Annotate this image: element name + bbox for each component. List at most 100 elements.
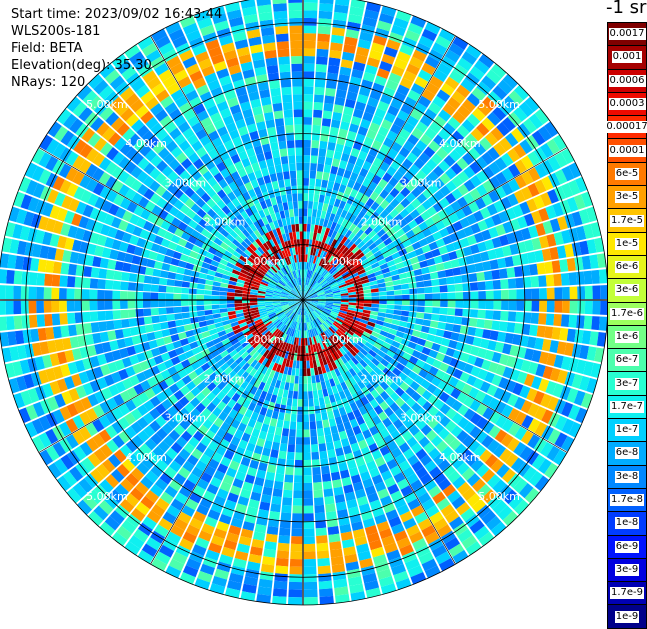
- ray-bin: [44, 274, 53, 286]
- ray-bin: [151, 316, 159, 324]
- ray-bin: [324, 95, 334, 104]
- ray-bin: [402, 295, 410, 300]
- ray-bin: [298, 247, 301, 255]
- ray-bin: [561, 273, 570, 286]
- ray-bin: [173, 300, 181, 306]
- ray-bin: [570, 286, 578, 299]
- ray-bin: [318, 573, 331, 582]
- ray-bin: [379, 296, 387, 300]
- ray-bin: [402, 289, 410, 294]
- ray-bin: [129, 318, 138, 327]
- ray-bin: [319, 451, 327, 459]
- ray-bin: [21, 271, 30, 284]
- ray-bin: [212, 300, 220, 304]
- ray-bin: [401, 311, 409, 317]
- colorbar-level: 0.0006: [607, 69, 647, 92]
- ray-bin: [234, 297, 242, 300]
- ray-bin: [317, 49, 329, 57]
- ray-bin: [36, 287, 44, 299]
- ray-bin: [196, 295, 204, 300]
- colorbar-level: 1.7e-6: [607, 302, 647, 325]
- ray-bin: [270, 418, 277, 427]
- ray-bin: [129, 273, 138, 282]
- ray-bin: [91, 267, 100, 278]
- ray-bin: [151, 300, 159, 307]
- ray-bin: [310, 224, 314, 232]
- ray-bin: [143, 300, 151, 307]
- ray-bin: [262, 487, 272, 496]
- ray-bin: [151, 292, 159, 299]
- ray-bin: [443, 261, 452, 269]
- ray-bin: [276, 558, 289, 567]
- ray-bin: [304, 26, 317, 34]
- ray-bin: [90, 289, 98, 299]
- ray-bin: [322, 473, 331, 482]
- ray-bin: [568, 272, 577, 285]
- range-ring-label: 1.00km: [321, 255, 363, 268]
- ray-bin: [105, 311, 113, 321]
- ray-bin: [319, 3, 333, 12]
- ray-bin: [328, 65, 340, 74]
- colorbar-level: 0.00017: [607, 115, 647, 138]
- ray-bin: [6, 285, 14, 299]
- ray-bin: [455, 308, 463, 316]
- ray-bin: [500, 311, 508, 321]
- ray-bin: [333, 104, 343, 113]
- colorbar-level: 3e-5: [607, 185, 647, 208]
- ray-bin: [386, 305, 394, 310]
- ray-bin: [296, 231, 300, 239]
- ray-bin: [546, 274, 554, 286]
- ray-bin: [486, 301, 494, 310]
- ray-bin: [120, 301, 128, 309]
- ray-bin: [326, 511, 337, 520]
- ray-bin: [296, 429, 302, 437]
- ray-bin: [292, 79, 302, 87]
- ray-bin: [317, 34, 330, 43]
- ray-bin: [287, 398, 293, 406]
- ray-bin: [284, 482, 293, 490]
- ray-bin: [323, 481, 333, 490]
- ray-bin: [303, 429, 309, 437]
- ray-bin: [471, 301, 479, 309]
- ray-bin: [371, 304, 379, 308]
- ray-bin: [107, 259, 116, 269]
- ray-bin: [294, 483, 303, 491]
- ray-bin: [446, 316, 454, 324]
- ray-bin: [227, 288, 235, 292]
- ray-bin: [53, 326, 62, 338]
- ray-bin: [264, 50, 276, 59]
- ray-bin: [288, 201, 293, 209]
- ray-bin: [105, 280, 113, 290]
- ray-bin: [316, 421, 323, 429]
- range-ring-label: 4.00km: [125, 451, 167, 464]
- ray-bin: [417, 306, 425, 312]
- ray-bin: [21, 315, 30, 328]
- ray-bin: [295, 148, 302, 156]
- ray-bin: [317, 543, 329, 551]
- ray-bin: [304, 506, 314, 514]
- ray-bin: [174, 280, 182, 287]
- ray-bin: [393, 285, 401, 290]
- ray-bin: [379, 304, 387, 308]
- ray-bin: [559, 259, 568, 272]
- ray-bin: [324, 488, 334, 497]
- colorbar-label: 0.0006: [609, 75, 646, 87]
- ray-bin: [204, 305, 212, 310]
- ray-bin: [329, 418, 336, 427]
- ray-bin: [272, 181, 279, 190]
- ray-bin: [297, 170, 303, 178]
- ray-bin: [313, 474, 322, 482]
- ray-bin: [570, 301, 578, 314]
- ray-bin: [399, 321, 408, 327]
- ray-bin: [311, 148, 318, 156]
- ray-bin: [151, 308, 159, 315]
- ray-bin: [364, 303, 372, 307]
- ray-bin: [308, 391, 313, 399]
- ray-bin: [161, 263, 170, 271]
- ray-bin: [304, 490, 313, 498]
- ray-bin: [356, 294, 364, 297]
- ray-bin: [303, 193, 308, 201]
- ray-bin: [227, 296, 235, 300]
- ray-bin: [166, 293, 174, 299]
- range-ring-label: 2.00km: [204, 372, 246, 385]
